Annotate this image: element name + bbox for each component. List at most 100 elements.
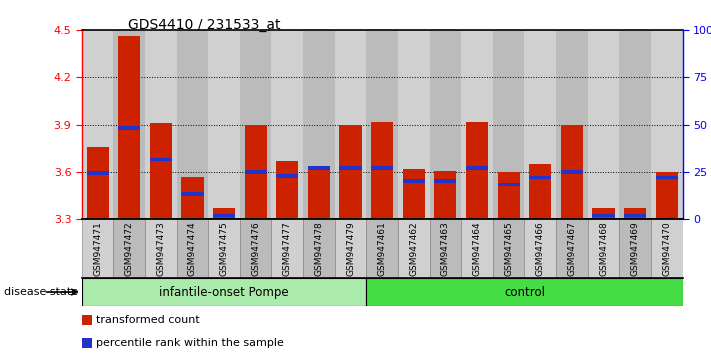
Bar [371,166,393,170]
Bar [335,30,366,219]
Text: GSM947477: GSM947477 [283,221,292,276]
Text: GSM947474: GSM947474 [188,221,197,276]
Bar [434,179,456,183]
Bar [624,209,646,219]
FancyBboxPatch shape [556,219,588,278]
Bar [87,171,109,175]
FancyBboxPatch shape [113,219,145,278]
Bar [277,161,299,219]
Bar [525,30,556,219]
Bar [561,125,583,219]
Bar [245,170,267,174]
FancyBboxPatch shape [335,219,366,278]
Bar [466,166,488,170]
Bar [366,30,398,219]
Text: GSM947461: GSM947461 [378,221,387,276]
Bar [592,209,614,219]
Bar [556,30,588,219]
Bar [240,30,272,219]
FancyBboxPatch shape [366,278,683,306]
FancyBboxPatch shape [619,219,651,278]
FancyBboxPatch shape [651,219,683,278]
Text: transformed count: transformed count [96,315,200,325]
Text: GSM947463: GSM947463 [441,221,450,276]
Text: disease state: disease state [4,287,77,297]
FancyBboxPatch shape [82,219,113,278]
Text: GDS4410 / 231533_at: GDS4410 / 231533_at [128,18,280,32]
Bar [434,171,456,219]
FancyBboxPatch shape [145,219,176,278]
Bar [181,193,203,196]
Bar [529,164,551,219]
Text: GSM947478: GSM947478 [314,221,324,276]
Bar [118,36,140,219]
Bar [308,166,330,170]
Text: GSM947470: GSM947470 [662,221,671,276]
Bar [113,30,145,219]
Text: GSM947476: GSM947476 [251,221,260,276]
Text: GSM947466: GSM947466 [536,221,545,276]
Bar [398,30,429,219]
FancyBboxPatch shape [176,219,208,278]
FancyBboxPatch shape [82,278,366,306]
Text: GSM947471: GSM947471 [93,221,102,276]
Bar [339,125,362,219]
FancyBboxPatch shape [240,219,272,278]
Text: percentile rank within the sample: percentile rank within the sample [96,338,284,348]
Text: GSM947468: GSM947468 [599,221,608,276]
Bar [624,214,646,217]
FancyBboxPatch shape [208,219,240,278]
Bar [272,30,303,219]
FancyBboxPatch shape [303,219,335,278]
Text: GSM947475: GSM947475 [220,221,228,276]
Bar [619,30,651,219]
Bar [213,209,235,219]
Text: GSM947473: GSM947473 [156,221,166,276]
Bar [208,30,240,219]
Bar [561,170,583,174]
Bar [498,183,520,187]
FancyBboxPatch shape [588,219,619,278]
Text: GSM947472: GSM947472 [124,221,134,276]
Bar [651,30,683,219]
Text: GSM947465: GSM947465 [504,221,513,276]
Bar [429,30,461,219]
Text: GSM947462: GSM947462 [410,221,418,276]
Bar [493,30,525,219]
Bar [82,30,113,219]
FancyBboxPatch shape [525,219,556,278]
Bar [592,214,614,217]
Bar [145,30,176,219]
Bar [498,172,520,219]
Text: control: control [504,286,545,298]
Bar [656,172,678,219]
Bar [402,169,425,219]
Bar [402,179,425,183]
Bar [466,122,488,219]
Bar [656,176,678,179]
Bar [529,176,551,179]
FancyBboxPatch shape [429,219,461,278]
Text: GSM947479: GSM947479 [346,221,355,276]
Bar [339,166,362,170]
Text: infantile-onset Pompe: infantile-onset Pompe [159,286,289,298]
Bar [150,123,172,219]
Text: GSM947467: GSM947467 [567,221,577,276]
FancyBboxPatch shape [366,219,398,278]
FancyBboxPatch shape [272,219,303,278]
Bar [213,214,235,217]
Bar [588,30,619,219]
Bar [118,126,140,130]
Bar [150,158,172,161]
FancyBboxPatch shape [398,219,429,278]
Bar [371,122,393,219]
Text: GSM947464: GSM947464 [473,221,481,276]
Bar [176,30,208,219]
Bar [245,125,267,219]
Bar [461,30,493,219]
FancyBboxPatch shape [461,219,493,278]
Bar [308,167,330,219]
Bar [87,147,109,219]
Bar [181,177,203,219]
Bar [277,174,299,178]
